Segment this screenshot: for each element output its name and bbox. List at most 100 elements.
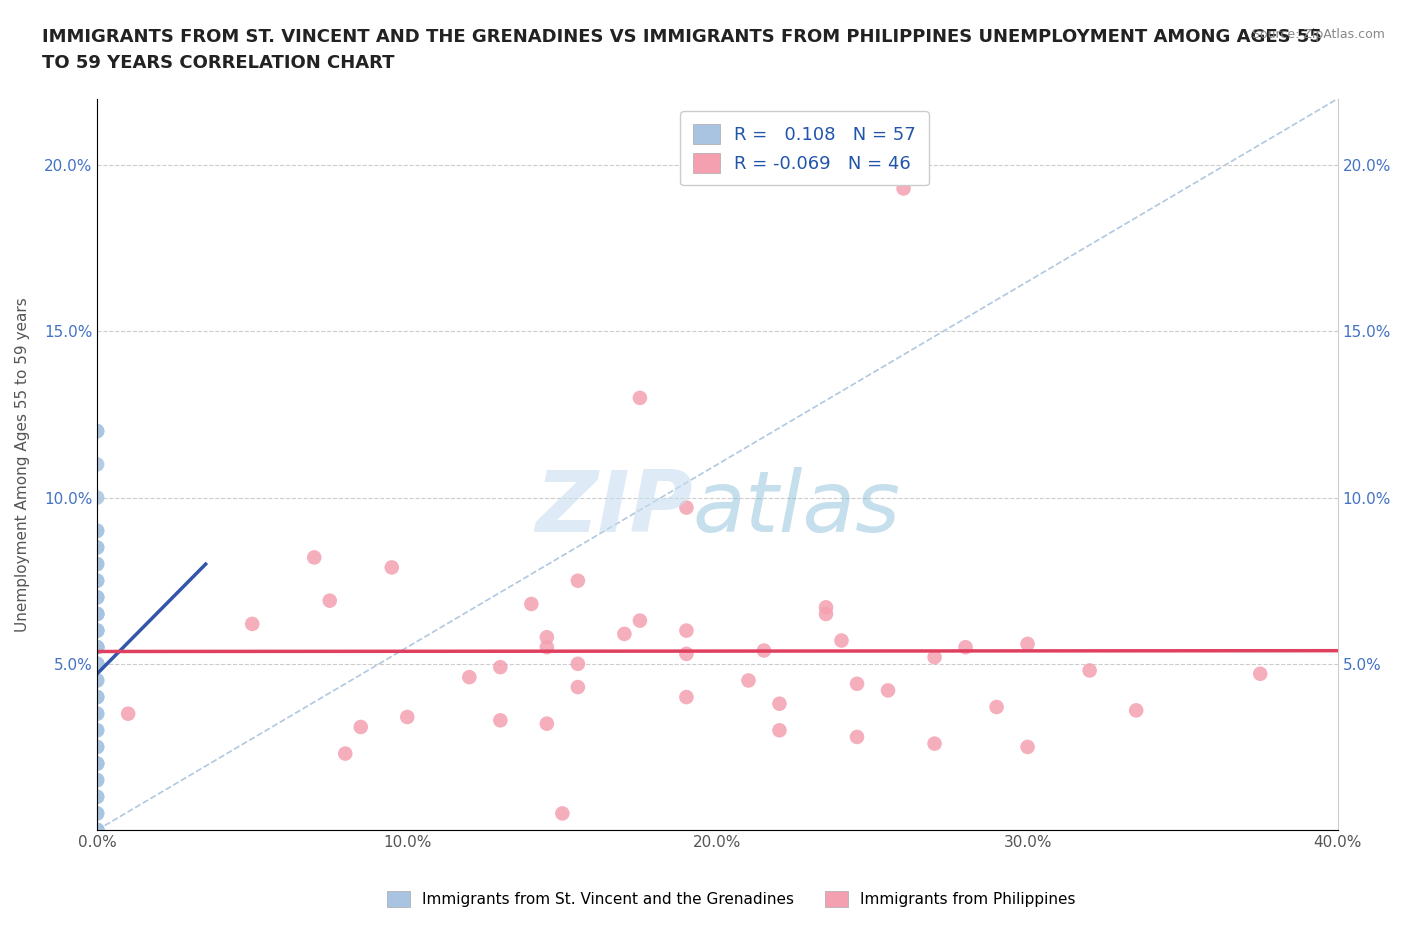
Point [567,573,589,588]
Point [86,657,108,671]
Point [86,823,108,838]
Point [814,600,837,615]
Point [86,640,108,655]
Point [1125,703,1147,718]
Point [86,806,108,821]
Point [86,540,108,555]
Point [86,657,108,671]
Point [86,590,108,604]
Point [86,573,108,588]
Point [302,550,325,565]
Point [86,590,108,604]
Point [86,557,108,572]
Point [319,593,342,608]
Point [86,756,108,771]
Point [86,723,108,737]
Point [536,716,558,731]
Point [924,737,946,751]
Point [86,573,108,588]
Point [955,640,977,655]
Point [86,823,108,838]
Point [86,490,108,505]
Point [86,823,108,838]
Point [628,391,651,405]
Point [877,683,900,698]
Point [86,673,108,688]
Point [675,646,697,661]
Point [628,613,651,628]
Point [86,424,108,439]
Point [86,606,108,621]
Point [489,713,512,728]
Point [86,457,108,472]
Text: IMMIGRANTS FROM ST. VINCENT AND THE GRENADINES VS IMMIGRANTS FROM PHILIPPINES UN: IMMIGRANTS FROM ST. VINCENT AND THE GREN… [42,28,1322,73]
Text: atlas: atlas [693,467,901,550]
Point [117,706,139,721]
Point [86,524,108,538]
Point [536,630,558,644]
Point [86,640,108,655]
Point [1078,663,1101,678]
Point [86,606,108,621]
Legend: Immigrants from St. Vincent and the Grenadines, Immigrants from Philippines: Immigrants from St. Vincent and the Gren… [381,884,1081,913]
Point [567,680,589,695]
Point [86,673,108,688]
Point [396,710,419,724]
Point [675,500,697,515]
Point [752,643,775,658]
Point [768,723,790,737]
Point [520,596,543,611]
Point [86,823,108,838]
Point [86,524,108,538]
Point [86,756,108,771]
Point [567,657,589,671]
Point [350,720,373,735]
Point [551,806,574,821]
Point [1249,667,1271,682]
Point [924,650,946,665]
Point [846,729,869,744]
Point [86,739,108,754]
Point [831,633,853,648]
Point [335,746,357,761]
Point [86,657,108,671]
Point [768,697,790,711]
Point [86,739,108,754]
Point [86,640,108,655]
Point [675,690,697,705]
Point [1017,739,1039,754]
Point [489,659,512,674]
Point [814,606,837,621]
Point [86,623,108,638]
Point [86,690,108,705]
Point [86,706,108,721]
Point [86,773,108,788]
Point [86,690,108,705]
Point [986,699,1008,714]
Point [86,706,108,721]
Point [381,560,404,575]
Point [86,756,108,771]
Point [86,723,108,737]
Point [240,617,263,631]
Point [86,606,108,621]
Point [536,640,558,655]
Point [86,806,108,821]
Text: Source: ZipAtlas.com: Source: ZipAtlas.com [1251,28,1385,41]
Point [86,424,108,439]
Point [86,640,108,655]
Point [86,773,108,788]
Y-axis label: Unemployment Among Ages 55 to 59 years: Unemployment Among Ages 55 to 59 years [15,297,30,631]
Point [86,657,108,671]
Point [86,623,108,638]
Point [86,790,108,804]
Point [86,606,108,621]
Point [613,627,636,642]
Point [86,790,108,804]
Point [675,623,697,638]
Point [86,623,108,638]
Point [846,676,869,691]
Point [86,823,108,838]
Point [86,823,108,838]
Point [458,670,481,684]
